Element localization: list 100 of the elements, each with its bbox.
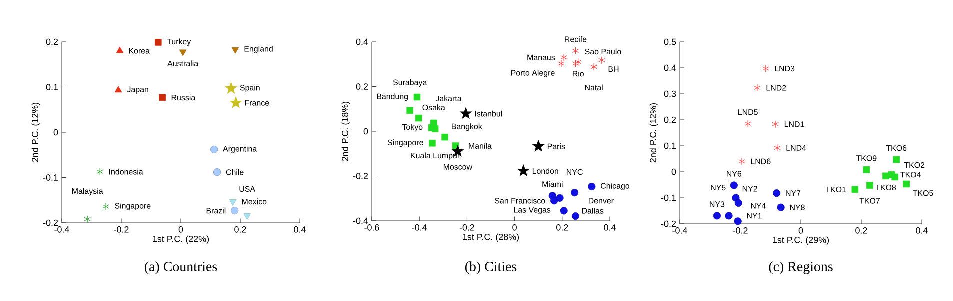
x-axis-title: 1st P.C. (29%)	[773, 236, 830, 246]
x-tick-label: -0.2	[114, 226, 129, 233]
point	[762, 64, 770, 73]
point	[210, 146, 218, 154]
x-tick-label: -0.4	[54, 226, 70, 233]
point	[725, 212, 733, 220]
point	[460, 108, 472, 119]
text: (c) Regions	[769, 262, 833, 274]
text: (b) Cities	[465, 262, 517, 274]
point	[560, 54, 568, 62]
x-tick-label: 0.4	[604, 224, 616, 231]
point	[214, 168, 222, 176]
point	[852, 186, 859, 194]
point	[155, 39, 162, 46]
x-tick-label: 0.2	[234, 226, 246, 233]
y-tick-label: -0.2	[43, 220, 58, 226]
point	[734, 218, 742, 226]
x-tick-label: -0.4	[672, 228, 688, 234]
point	[572, 47, 580, 55]
point	[713, 212, 721, 220]
point	[754, 84, 761, 92]
y-tick-label: 0	[54, 129, 58, 136]
point	[232, 48, 240, 54]
point	[442, 134, 448, 141]
point	[903, 180, 910, 188]
point	[777, 204, 785, 212]
point	[116, 46, 124, 54]
y-axis-title: 2nd P.C. (18%)	[342, 102, 350, 162]
y-tick-label: 0.3	[664, 90, 676, 98]
x-tick-label: 0.4	[916, 228, 928, 234]
point	[744, 120, 752, 128]
point	[159, 94, 166, 102]
y-tick-label: 0	[672, 168, 676, 176]
point	[231, 206, 239, 215]
point	[866, 182, 874, 189]
point	[893, 156, 900, 164]
point	[533, 140, 544, 152]
point	[772, 120, 779, 128]
point	[590, 63, 598, 71]
point	[518, 165, 530, 176]
point	[570, 189, 579, 197]
y-tick-label: 0.1	[46, 84, 58, 90]
text: (a) Countries	[145, 262, 218, 274]
x-tick-label: 0	[798, 228, 804, 234]
y-tick-label: -0.2	[353, 173, 368, 180]
point	[429, 140, 436, 147]
point	[572, 212, 580, 220]
x-axis-title: 1st P.C. (22%)	[153, 236, 210, 244]
point	[738, 158, 746, 166]
point	[732, 194, 740, 202]
point	[179, 50, 187, 56]
point	[588, 182, 596, 191]
point	[892, 174, 898, 181]
y-tick-label: 0	[364, 128, 368, 135]
point	[102, 202, 110, 210]
y-tick-label: -0.1	[43, 174, 58, 181]
x-tick-label: 0	[178, 226, 184, 233]
point	[114, 86, 122, 93]
y-tick-label: 0.4	[356, 38, 368, 46]
x-tick-label: -0.2	[733, 228, 748, 234]
point	[230, 97, 242, 108]
point	[773, 190, 781, 198]
point	[414, 94, 421, 101]
x-tick-label: 0.4	[294, 226, 306, 233]
x-tick-label: -0.6	[364, 224, 380, 231]
x-tick-label: -0.4	[412, 224, 428, 231]
point	[556, 194, 564, 202]
point	[734, 199, 742, 207]
y-axis-title: 2nd P.C. (12%)	[650, 103, 658, 163]
point	[560, 207, 568, 215]
x-tick-label: 0	[512, 224, 517, 231]
point	[96, 168, 104, 176]
point	[575, 58, 582, 66]
point	[572, 60, 580, 68]
y-axis-title: 2nd P.C. (12%)	[32, 102, 40, 162]
y-tick-label: 0.2	[356, 84, 368, 90]
y-tick-label: 0.2	[46, 38, 58, 46]
point	[229, 200, 237, 206]
point	[598, 56, 606, 64]
x-axis-title: 1st P.C. (28%)	[463, 234, 520, 242]
y-tick-label: 0.2	[664, 116, 676, 124]
point	[730, 182, 738, 190]
point	[558, 60, 565, 68]
x-tick-label: 0.2	[856, 228, 868, 234]
x-tick-label: -0.2	[460, 224, 474, 231]
x-tick-label: 0.2	[556, 224, 568, 231]
point	[863, 166, 870, 174]
y-tick-label: -0.1	[661, 194, 676, 202]
y-tick-label: -0.4	[353, 218, 368, 224]
y-tick-label: 0.5	[664, 38, 676, 46]
point	[406, 107, 414, 114]
point	[774, 144, 781, 152]
y-tick-label: 0.1	[664, 142, 676, 150]
point	[416, 114, 422, 122]
point	[550, 197, 558, 205]
point	[432, 126, 439, 132]
point	[226, 82, 237, 94]
y-tick-label: 0.4	[664, 64, 676, 72]
point	[84, 216, 91, 224]
point	[244, 214, 251, 220]
